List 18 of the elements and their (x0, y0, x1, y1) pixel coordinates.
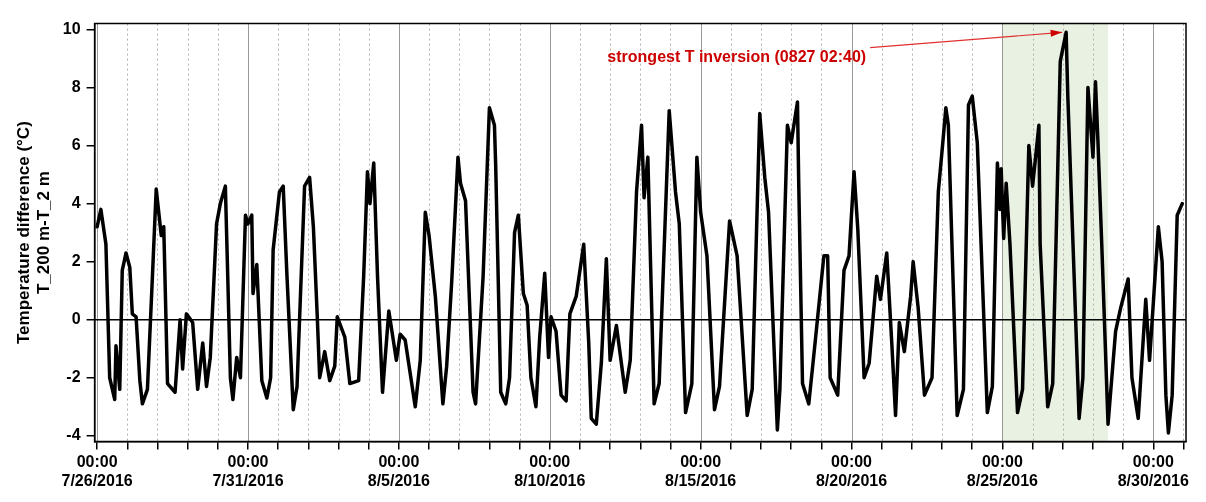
y-tick-label: 2 (71, 252, 81, 270)
y-tick-label: 10 (62, 19, 81, 37)
y-tick-label: 6 (71, 135, 81, 153)
y-tick-label: 4 (71, 193, 81, 211)
y-tick-label: 8 (71, 77, 81, 95)
annotation: strongest T inversion (0827 02:40) (607, 48, 867, 66)
y-tick-label: 0 (71, 310, 81, 328)
x-tick-label: 00:00 8/20/2016 (815, 452, 888, 489)
y-tick-label: -2 (66, 368, 81, 386)
x-tick-label: 00:00 8/10/2016 (514, 452, 586, 489)
x-tick-label: 00:00 7/26/2016 (61, 452, 133, 489)
x-tick-label: 00:00 8/30/2016 (1117, 452, 1189, 489)
y-tick-label: -4 (66, 426, 81, 444)
x-tick-label: 00:00 8/5/2016 (367, 452, 431, 489)
x-tick-label: 00:00 7/31/2016 (212, 452, 284, 489)
x-tick-label: 00:00 8/15/2016 (665, 452, 737, 489)
x-tick-label: 00:00 8/25/2016 (966, 452, 1039, 489)
y-axis-title: Temperature difference (°C) T_200 m-T_2 m (13, 121, 54, 345)
